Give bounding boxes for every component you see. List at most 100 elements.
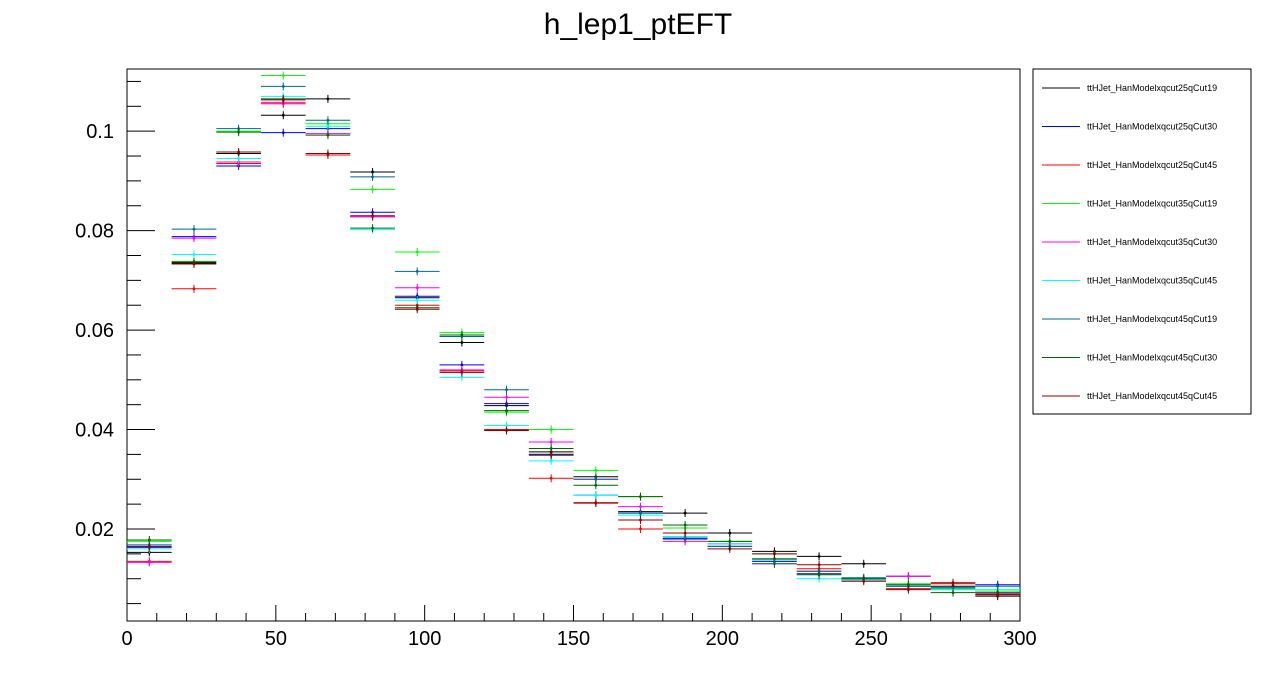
data-point: [505, 395, 508, 399]
data-point: [505, 388, 508, 392]
data-point: [639, 518, 642, 522]
data-point: [594, 468, 598, 472]
data-point: [683, 523, 687, 527]
legend-label: ttHJet_HanModelxqcut45qCut30: [1087, 353, 1217, 363]
x-tick-label: 300: [1003, 628, 1036, 650]
data-point: [906, 574, 910, 578]
data-point: [192, 236, 196, 240]
series-4: [127, 71, 1020, 596]
series-3: [127, 99, 1020, 599]
data-point: [192, 253, 196, 256]
data-point: [639, 511, 642, 515]
data-point: [996, 593, 1000, 597]
series-layer: [127, 71, 1020, 601]
data-point: [996, 584, 1000, 588]
data-point: [237, 157, 241, 160]
legend-label: ttHJet_HanModelxqcut35qCut45: [1087, 276, 1217, 286]
data-point: [594, 477, 598, 481]
data-point: [147, 538, 151, 542]
series-8: [127, 94, 1020, 597]
data-point: [505, 409, 508, 413]
x-tick-label: 200: [706, 628, 739, 650]
data-point: [460, 370, 464, 374]
x-tick-label: 250: [854, 628, 887, 650]
x-axis-tick-labels: 0 50 100 150 200 250 300: [121, 628, 1036, 650]
y-tick-label: 0.02: [75, 519, 114, 541]
data-point: [415, 307, 419, 311]
data-point: [639, 495, 642, 499]
data-point: [906, 583, 910, 587]
data-point: [415, 270, 419, 273]
data-point: [281, 131, 285, 135]
chart-title: h_lep1_ptEFT: [544, 8, 732, 41]
legend: ttHJet_HanModelxqcut25qCut19 ttHJet_HanMo…: [1042, 83, 1217, 401]
data-point: [549, 440, 553, 444]
x-tick-label: 100: [408, 628, 441, 650]
data-point: [371, 226, 374, 230]
data-point: [371, 187, 374, 191]
data-point: [549, 447, 553, 450]
data-point: [683, 536, 687, 540]
legend-label: ttHJet_HanModelxqcut45qCut45: [1087, 391, 1217, 401]
data-point: [415, 250, 419, 254]
legend-label: ttHJet_HanModelxqcut25qCut45: [1087, 160, 1217, 170]
data-point: [505, 429, 508, 432]
data-point: [281, 85, 285, 88]
data-point: [147, 546, 151, 549]
data-point: [371, 170, 374, 174]
data-point: [505, 402, 508, 406]
data-point: [728, 540, 732, 543]
legend-label: ttHJet_HanModelxqcut35qCut30: [1087, 237, 1217, 247]
data-point: [281, 74, 285, 77]
data-point: [594, 483, 598, 487]
y-axis-tick-labels: 0.02 0.04 0.06 0.08 0.1: [75, 121, 114, 541]
data-point: [326, 152, 330, 155]
data-point: [951, 591, 955, 595]
data-point: [594, 493, 598, 497]
data-point: [505, 424, 508, 427]
y-tick-label: 0.1: [86, 121, 114, 143]
data-point: [951, 586, 955, 590]
data-point: [639, 527, 642, 531]
data-point: [549, 453, 553, 456]
data-point: [549, 476, 553, 480]
legend-label: ttHJet_HanModelxqcut25qCut30: [1087, 122, 1217, 132]
data-point: [326, 118, 330, 122]
data-point: [683, 531, 687, 535]
series-1: [127, 94, 1020, 601]
data-point: [773, 552, 776, 556]
data-point: [460, 375, 464, 379]
data-point: [728, 547, 732, 551]
data-point: [594, 501, 598, 505]
x-tick-label: 50: [265, 628, 287, 650]
data-point: [147, 560, 151, 564]
data-point: [549, 428, 553, 431]
data-point: [817, 573, 821, 577]
x-tick-label: 0: [121, 628, 132, 650]
legend-label: ttHJet_HanModelxqcut45qCut19: [1087, 314, 1217, 324]
data-point: [683, 511, 687, 515]
series-6: [127, 92, 1020, 594]
series-9: [127, 95, 1020, 599]
data-point: [415, 298, 419, 302]
legend-label: ttHJet_HanModelxqcut35qCut19: [1087, 199, 1217, 209]
data-point: [728, 531, 732, 535]
data-point: [237, 150, 241, 154]
series-5: [127, 98, 1020, 598]
x-tick-label: 150: [557, 628, 590, 650]
data-point: [415, 286, 419, 290]
data-point: [192, 287, 196, 291]
data-point: [192, 262, 196, 266]
data-point: [460, 333, 464, 337]
data-point: [906, 588, 910, 592]
y-tick-label: 0.06: [75, 320, 114, 342]
data-point: [237, 130, 241, 134]
data-point: [326, 124, 330, 128]
data-point: [281, 98, 285, 102]
data-point: [773, 562, 776, 566]
legend-label: ttHJet_HanModelxqcut25qCut19: [1087, 83, 1217, 93]
data-point: [549, 459, 553, 463]
data-point: [862, 579, 866, 583]
data-point: [281, 113, 285, 117]
